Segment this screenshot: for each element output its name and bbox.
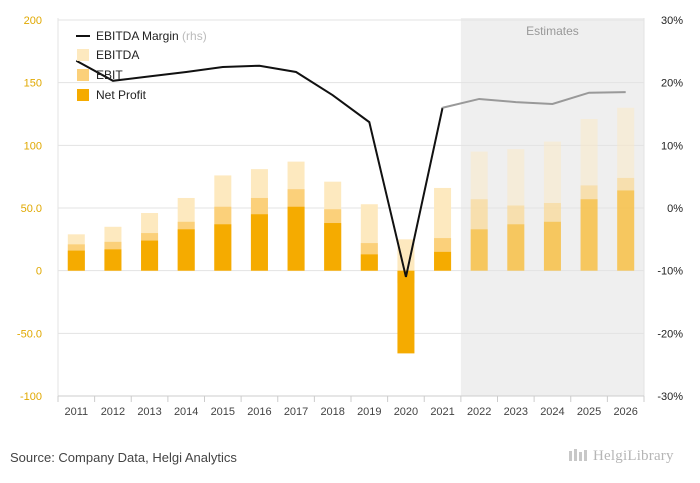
library-icon [569,449,587,461]
legend-label-ebitda-margin: EBITDA Margin (rhs) [96,29,207,43]
bar-ebitda [617,107,635,271]
y-left-tick-label: 150 [24,78,42,90]
bar-net-profit [67,250,85,271]
bar-ebitda [507,149,525,271]
y-left-tick-label: -50.0 [17,328,42,340]
bar-net-profit [543,221,561,271]
y-right-tick-label: -10% [657,266,683,278]
bar-ebit [470,199,488,271]
y-right-tick-label: 20% [661,78,683,90]
y-right-tick-label: -20% [657,328,683,340]
bar-net-profit [470,229,488,271]
bar-net-profit [214,224,232,271]
x-tick-label: 2025 [577,406,601,418]
legend-rhs-suffix: (rhs) [182,29,207,43]
x-tick-label: 2026 [613,406,637,418]
x-tick-label: 2022 [467,406,491,418]
brand-logo: HelgiLibrary [568,448,674,465]
x-tick-label: 2019 [357,406,381,418]
bar-ebitda [580,119,598,271]
x-tick-label: 2014 [174,406,198,418]
x-tick-label: 2020 [394,406,418,418]
margin-line-historical [75,59,444,278]
bar-ebit [507,205,525,271]
bar-ebit [580,185,598,271]
bar-net-profit [397,270,415,354]
x-tick-label: 2012 [101,406,125,418]
bar-ebitda [470,151,488,271]
bar-net-profit [324,223,342,271]
margin-line-estimates [442,91,626,109]
bar-net-profit [617,190,635,271]
legend-label-ebit: EBIT [96,68,123,82]
y-left-tick-label: -100 [20,391,42,403]
bar-net-profit [250,214,268,271]
y-right-tick-label: 10% [661,140,683,152]
x-tick-label: 2023 [504,406,528,418]
bar-net-profit [580,199,598,271]
x-tick-label: 2021 [430,406,454,418]
bar-ebit [543,202,561,271]
legend-swatch-ebitda [77,49,89,61]
legend-label-net-profit: Net Profit [96,88,147,102]
bar-net-profit [104,249,122,271]
bar-net-profit [507,224,525,271]
bar-net-profit [177,229,195,271]
y-right-tick-label: -30% [657,391,683,403]
legend-label-ebitda: EBITDA [96,48,139,62]
x-tick-label: 2024 [540,406,564,418]
bar-net-profit [141,240,159,271]
x-tick-label: 2013 [137,406,161,418]
bar-net-profit [360,254,378,271]
chart-svg: Estimates 200 150 100 50.0 0 -50.0 -100 30% 20% 10… [17,15,683,418]
legend-swatch-ebit [77,69,89,81]
x-tick-label: 2015 [211,406,235,418]
bar-net-profit [434,251,452,271]
y-left-tick-label: 200 [24,15,42,27]
bar-ebit [617,177,635,271]
bar-net-profit [287,206,305,271]
legend-swatch-net-profit [77,89,89,101]
estimates-label: Estimates [526,24,579,38]
y-left-tick-label: 0 [36,266,42,278]
bar-ebitda [543,141,561,271]
y-left-tick-label: 100 [24,140,42,152]
x-tick-label: 2011 [64,406,88,418]
x-tick-label: 2017 [284,406,308,418]
y-left-tick-label: 50.0 [21,203,42,215]
legend: EBITDA Margin (rhs) EBITDA EBIT Net Profit [76,29,207,102]
y-right-tick-label: 0% [667,203,683,215]
x-tick-label: 2016 [247,406,271,418]
brand-name: HelgiLibrary [593,448,674,464]
source-note: Source: Company Data, Helgi Analytics [10,450,237,465]
x-tick-label: 2018 [320,406,344,418]
y-right-tick-label: 30% [661,15,683,27]
